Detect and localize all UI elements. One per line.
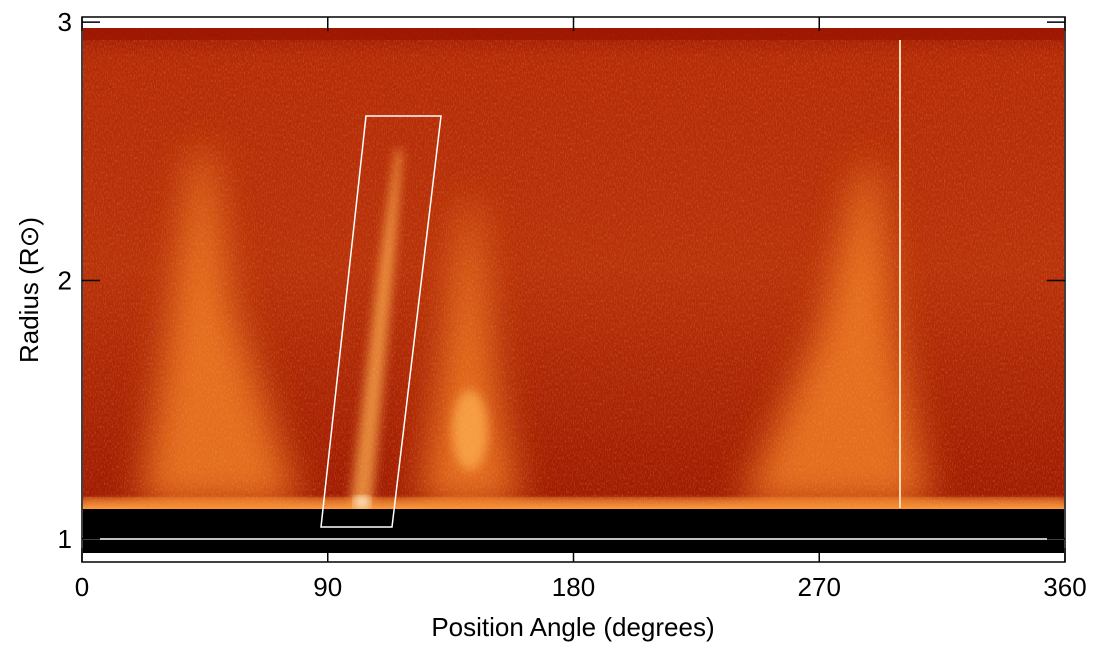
y-tick-label: 3 [58, 7, 72, 37]
x-tick-label: 180 [552, 572, 595, 602]
region-box [320, 115, 442, 528]
y-tick-label: 2 [58, 265, 72, 295]
x-tick-label: 0 [75, 572, 89, 602]
x-tick-label: 90 [313, 572, 342, 602]
y-tick-label: 1 [58, 524, 72, 554]
corona-image [83, 28, 1064, 509]
x-tick-label: 270 [798, 572, 841, 602]
x-tick-label: 360 [1043, 572, 1086, 602]
y-axis-label: Radius (R⊙) [14, 217, 44, 363]
x-axis-label: Position Angle (degrees) [431, 612, 714, 642]
occulter [83, 509, 1064, 553]
